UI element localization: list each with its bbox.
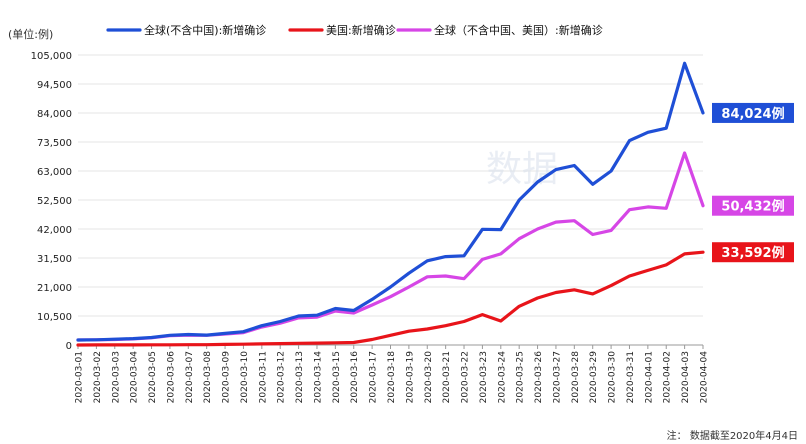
end-labels: 84,024例 33,592例 50,432例	[712, 102, 794, 263]
x-tick-label: 2020-03-30	[608, 351, 618, 404]
x-tick-label: 2020-03-05	[148, 351, 158, 403]
x-tick-label: 2020-03-16	[350, 351, 360, 404]
x-tick-label: 2020-03-01	[75, 351, 85, 403]
x-axis: 2020-03-01 2020-03-02 2020-03-03 2020-03-04…	[75, 345, 710, 403]
series-lines	[76, 61, 705, 347]
x-tick-label: 2020-04-04	[700, 351, 710, 404]
y-tick-label: 63,000	[37, 167, 72, 178]
x-tick-label: 2020-03-02	[93, 351, 103, 403]
x-tick-label: 2020-03-24	[497, 351, 507, 404]
legend: 全球(不含中国):新增确诊 美国:新增确诊 全球（不含中国、美国）:新增确诊	[106, 23, 603, 37]
y-tick-label: 0	[66, 341, 72, 352]
x-tick-label: 2020-03-06	[166, 351, 176, 404]
legend-label: 美国:新增确诊	[326, 23, 396, 37]
x-tick-label: 2020-03-14	[313, 351, 323, 404]
grid	[78, 54, 703, 346]
y-tick-label: 21,000	[37, 283, 72, 294]
x-tick-label: 2020-03-28	[571, 351, 581, 404]
x-tick-label: 2020-04-01	[644, 351, 654, 403]
x-tick-label: 2020-03-17	[369, 351, 379, 403]
x-tick-label: 2020-03-23	[479, 351, 489, 403]
end-label-box	[712, 242, 794, 263]
x-tick-label: 2020-04-03	[681, 351, 691, 403]
x-tick-label: 2020-03-19	[405, 351, 415, 404]
y-tick-label: 84,000	[37, 109, 72, 120]
end-label-box	[712, 102, 794, 123]
legend-label: 全球(不含中国):新增确诊	[144, 23, 266, 37]
x-tick-label: 2020-03-21	[442, 351, 452, 403]
series-line	[76, 250, 705, 347]
x-tick-label: 2020-03-12	[277, 351, 287, 403]
y-axis: 0 10,500 21,000 31,500 42,000 52,500 63,000 73,…	[31, 51, 72, 352]
x-tick-label: 2020-03-26	[534, 351, 544, 404]
x-tick-label: 2020-03-18	[387, 351, 397, 404]
x-tick-label: 2020-03-10	[240, 351, 250, 404]
footnote: 注： 数据截至2020年4月4日	[667, 429, 798, 442]
y-tick-label: 94,500	[37, 80, 72, 91]
x-tick-label: 2020-03-31	[626, 351, 636, 403]
end-label-box	[712, 195, 794, 216]
x-tick-label: 2020-03-20	[424, 351, 434, 404]
end-label: 84,024例	[721, 106, 784, 122]
y-tick-label: 10,500	[37, 312, 72, 323]
x-tick-label: 2020-03-27	[552, 351, 562, 403]
legend-label: 全球（不含中国、美国）:新增确诊	[434, 23, 603, 37]
watermark: 数据	[486, 149, 558, 190]
end-label: 33,592例	[721, 245, 784, 261]
x-tick-label: 2020-03-29	[589, 351, 599, 404]
x-tick-label: 2020-03-04	[130, 351, 140, 404]
x-tick-label: 2020-04-02	[663, 351, 673, 403]
y-tick-label: 52,500	[37, 196, 72, 207]
x-tick-label: 2020-03-11	[258, 351, 268, 403]
x-tick-label: 2020-03-13	[295, 351, 305, 403]
x-tick-label: 2020-03-22	[461, 351, 471, 403]
x-tick-label: 2020-03-07	[185, 351, 195, 403]
x-tick-label: 2020-03-03	[111, 351, 121, 403]
x-tick-label: 2020-03-09	[222, 351, 232, 404]
x-tick-label: 2020-03-08	[203, 351, 213, 404]
y-tick-label: 105,000	[31, 51, 72, 62]
end-label: 50,432例	[721, 199, 784, 215]
series-line	[76, 151, 705, 342]
series-line	[76, 61, 705, 342]
x-tick-label: 2020-03-25	[516, 351, 526, 403]
x-tick-label: 2020-03-15	[332, 351, 342, 403]
y-tick-label: 42,000	[37, 225, 72, 236]
y-tick-label: 31,500	[37, 254, 72, 265]
unit-label: (单位:例)	[8, 27, 53, 41]
y-tick-label: 73,500	[37, 138, 72, 149]
